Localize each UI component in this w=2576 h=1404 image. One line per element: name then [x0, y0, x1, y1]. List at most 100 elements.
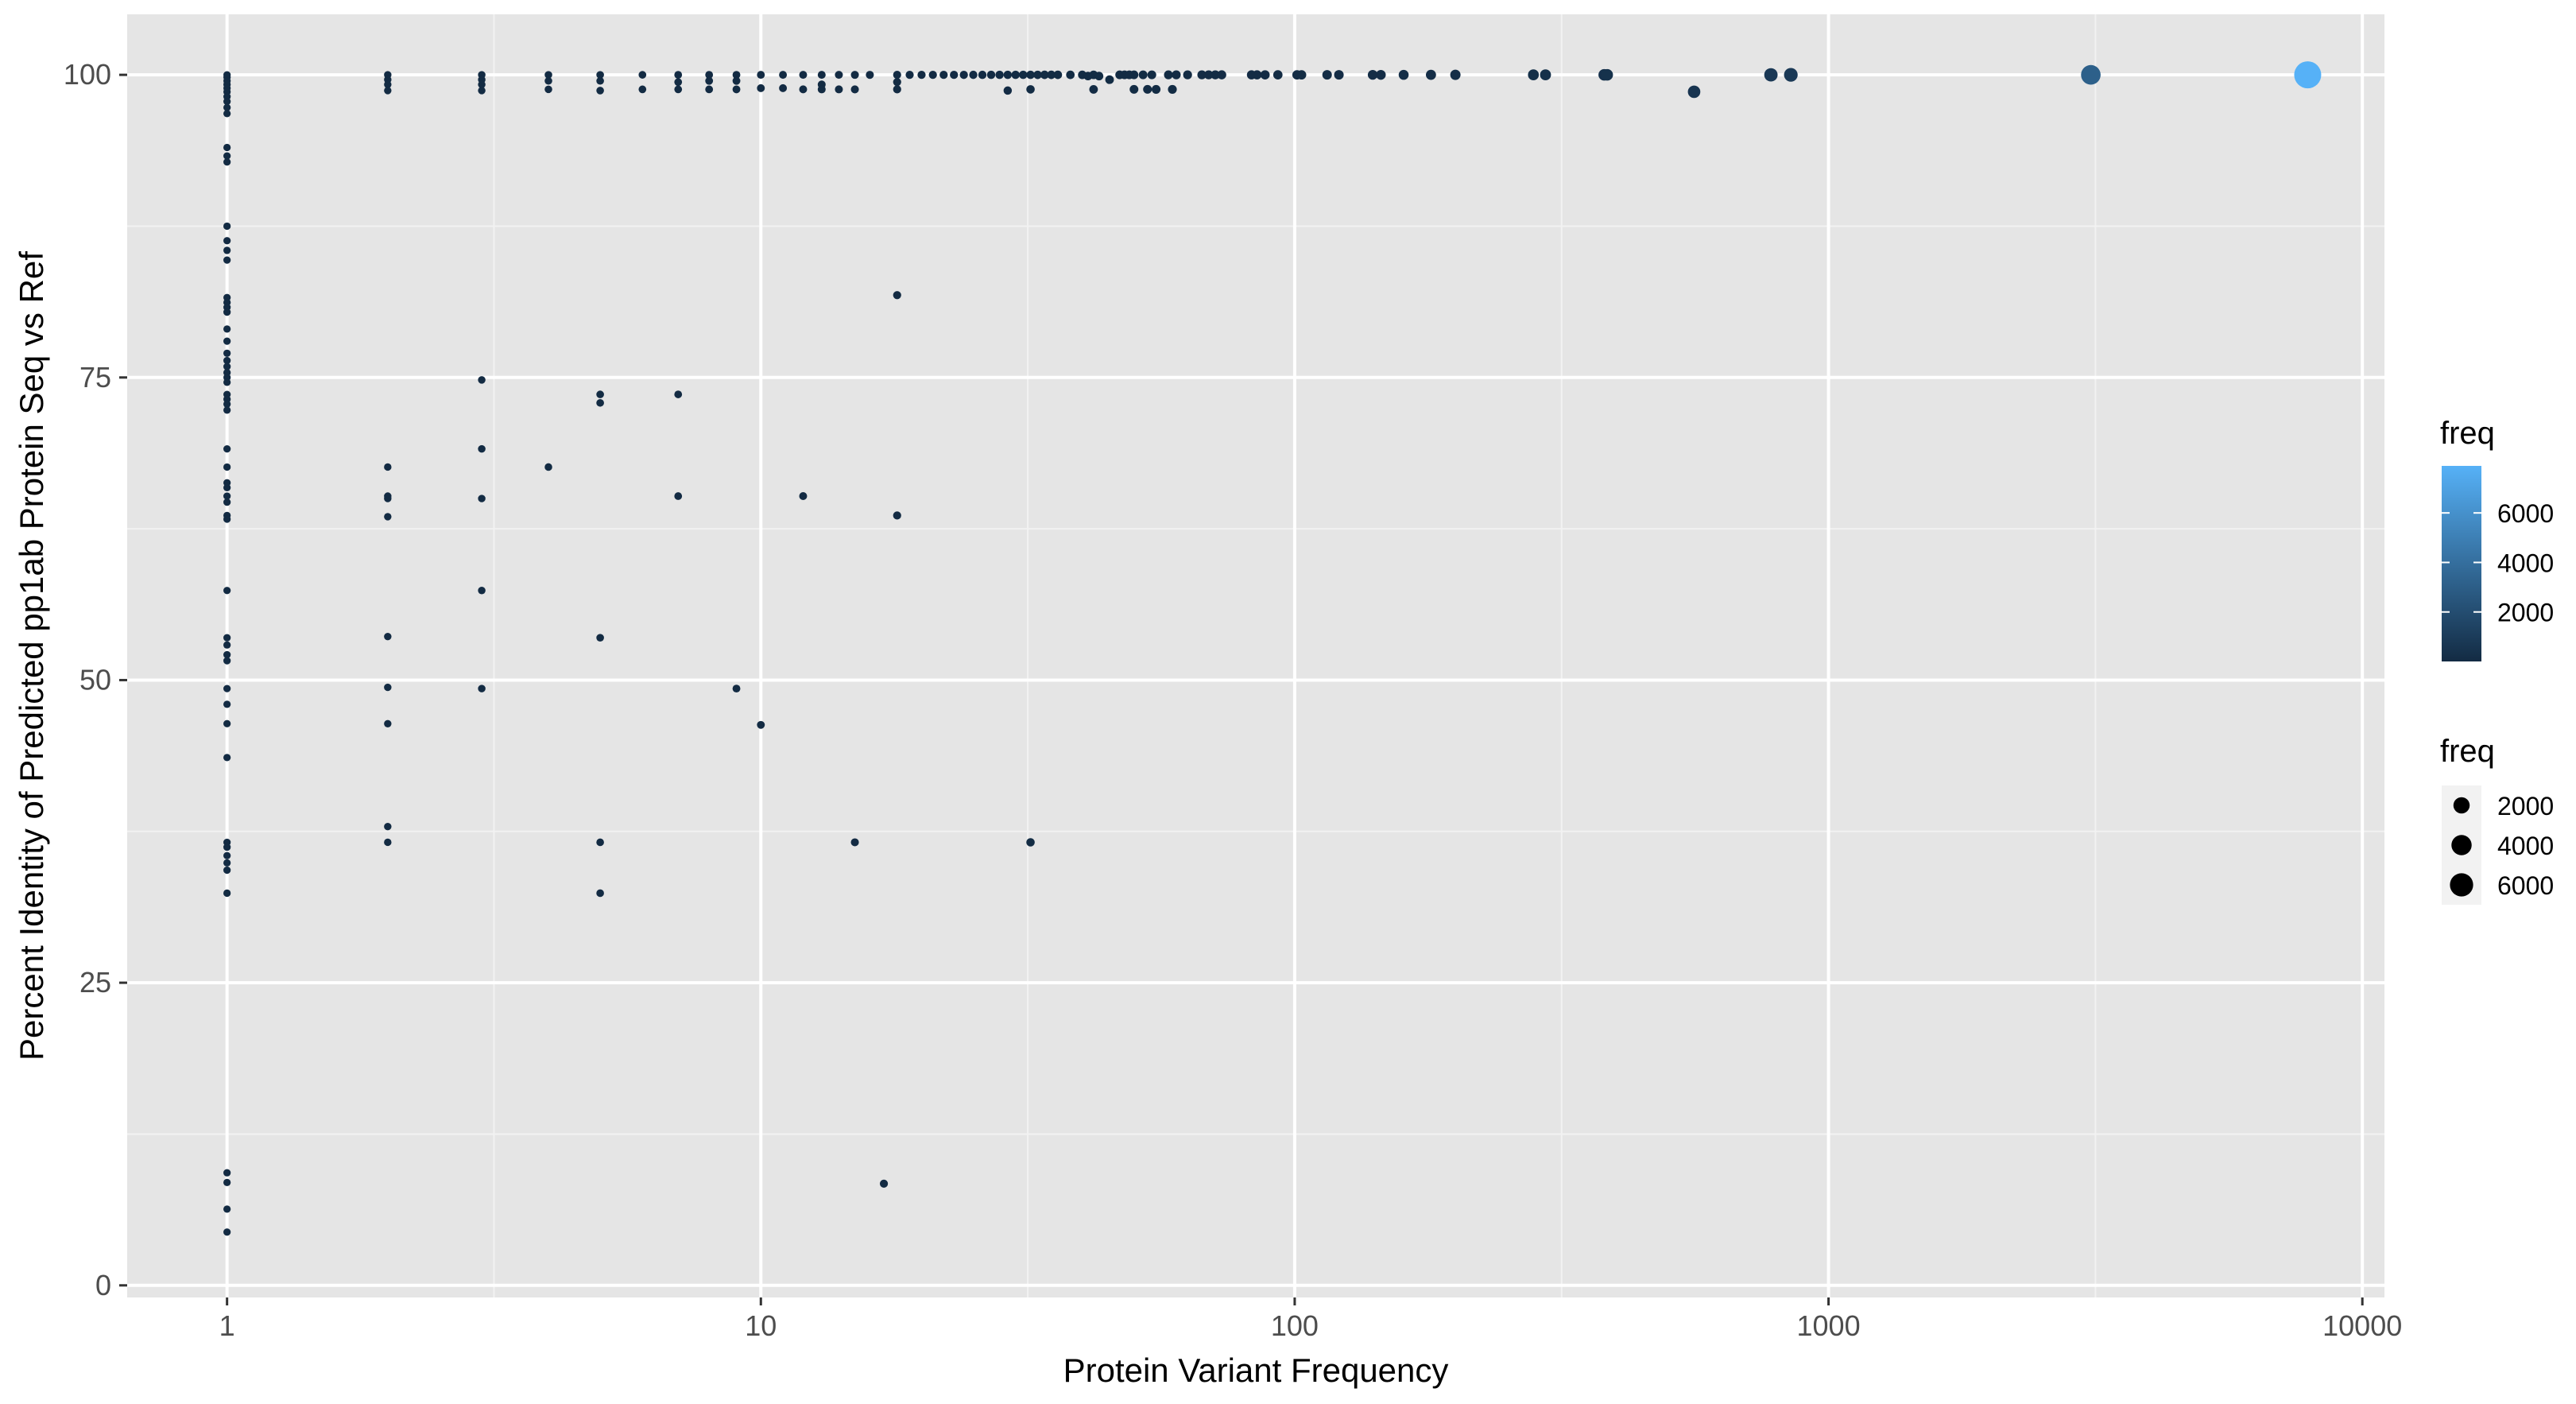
data-point — [1152, 84, 1161, 94]
data-point — [384, 463, 392, 471]
data-point — [905, 71, 914, 80]
data-point — [674, 85, 683, 94]
data-point — [779, 71, 788, 80]
data-point — [1019, 70, 1028, 80]
x-tick-label: 1 — [219, 1309, 235, 1342]
data-point — [1211, 70, 1220, 80]
axes: 1 10 100 1000 10000 0 25 50 75 100 — [64, 58, 2402, 1342]
data-point — [1129, 70, 1139, 80]
data-point — [893, 511, 901, 520]
data-point — [223, 97, 231, 106]
data-point — [835, 71, 843, 80]
data-point — [732, 685, 741, 693]
data-point — [732, 85, 741, 94]
data-point — [223, 325, 231, 333]
size-legend-title: freq — [2440, 734, 2495, 769]
data-point — [1764, 68, 1778, 82]
data-point — [478, 587, 486, 595]
color-legend-title: freq — [2440, 416, 2495, 451]
data-point — [1026, 70, 1035, 80]
data-point — [384, 822, 392, 831]
data-point — [223, 444, 231, 453]
data-point — [223, 685, 231, 692]
data-point — [384, 495, 392, 502]
data-point — [223, 103, 231, 111]
data-point — [893, 291, 901, 300]
data-point — [1425, 69, 1436, 80]
data-point — [1398, 69, 1409, 80]
data-points — [223, 61, 2322, 1236]
data-point — [596, 634, 604, 642]
data-point — [1450, 69, 1461, 80]
data-point — [223, 889, 231, 898]
data-point — [817, 71, 826, 80]
data-point — [893, 78, 901, 87]
data-point — [223, 158, 231, 166]
data-point — [384, 838, 392, 847]
data-point — [779, 83, 788, 92]
data-point — [1784, 68, 1798, 82]
data-point — [893, 71, 901, 80]
colorbar-tick-label: 6000 — [2497, 499, 2554, 528]
data-point — [223, 222, 231, 231]
data-point — [879, 1179, 889, 1188]
size-key-label: 4000 — [2497, 832, 2554, 860]
data-point — [986, 70, 996, 80]
data-point — [674, 78, 683, 87]
data-point — [1105, 75, 1114, 84]
data-point — [596, 87, 604, 95]
y-tick-label: 75 — [79, 361, 111, 394]
data-point — [1540, 69, 1551, 81]
data-point — [1089, 84, 1098, 94]
data-point — [705, 85, 714, 94]
data-point — [705, 71, 714, 80]
y-tick-label: 25 — [79, 966, 111, 999]
data-point — [478, 80, 486, 89]
data-point — [1011, 70, 1021, 80]
data-point — [596, 71, 604, 79]
data-point — [384, 719, 392, 727]
data-point — [1334, 70, 1344, 80]
data-point — [223, 641, 231, 649]
data-point — [223, 657, 231, 665]
data-point — [596, 838, 604, 847]
data-point — [223, 237, 231, 245]
data-point — [950, 70, 959, 80]
data-point — [1273, 70, 1283, 80]
y-tick-label: 0 — [95, 1269, 111, 1301]
data-point — [1040, 70, 1049, 80]
data-point — [384, 513, 392, 521]
data-point — [223, 700, 231, 708]
y-tick-label: 100 — [64, 58, 111, 91]
data-point — [1197, 70, 1207, 80]
data-point — [384, 80, 392, 89]
data-point — [799, 85, 808, 94]
data-point — [223, 634, 231, 642]
data-point — [817, 85, 826, 94]
data-point — [478, 495, 486, 502]
data-point — [223, 843, 231, 851]
data-point — [1172, 70, 1181, 80]
data-point — [223, 754, 231, 762]
data-point — [223, 719, 231, 727]
data-point — [1033, 70, 1042, 80]
size-key-label: 6000 — [2497, 871, 2554, 900]
data-point — [596, 889, 604, 898]
data-point — [1528, 69, 1540, 80]
size-legend-keys: 2000 4000 6000 — [2442, 785, 2554, 905]
data-point — [223, 256, 231, 264]
data-point — [223, 363, 231, 370]
data-point — [732, 76, 741, 85]
size-key-dot — [2451, 835, 2472, 855]
colorbar-tick-label: 2000 — [2497, 599, 2554, 627]
data-point — [1164, 70, 1173, 80]
data-point — [223, 349, 231, 357]
data-point — [384, 632, 392, 641]
data-point — [917, 71, 926, 80]
data-point — [478, 685, 486, 692]
data-point — [799, 71, 808, 80]
data-point — [544, 71, 552, 79]
data-point — [893, 85, 901, 94]
data-point — [223, 650, 231, 659]
data-point — [1129, 84, 1139, 94]
